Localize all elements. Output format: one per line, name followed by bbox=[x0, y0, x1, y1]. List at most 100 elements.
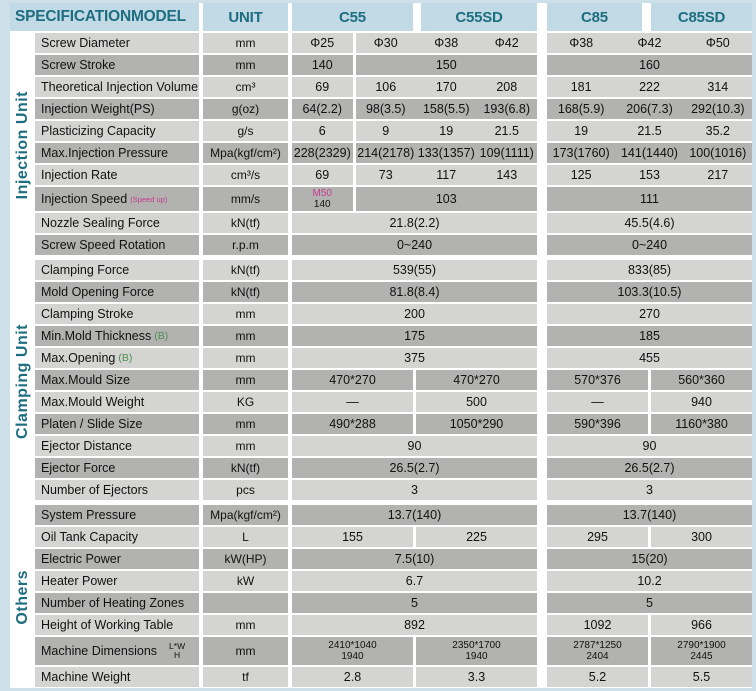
value-line: 1940 bbox=[465, 651, 488, 662]
row-label: Machine Dimensions L*W H bbox=[35, 637, 199, 665]
row-max-mould-size: Max.Mould Size mm 470*270 470*270 570*376 560… bbox=[35, 370, 752, 390]
unit-cell: kW(HP) bbox=[203, 549, 288, 569]
value-cell: 175 bbox=[292, 326, 537, 346]
row-electric-power: Electric Power kW(HP) 7.5(10) 15(20) bbox=[35, 549, 752, 569]
value-cell: 103.3(10.5) bbox=[547, 282, 752, 302]
value-cell: 225 bbox=[416, 527, 537, 547]
value-group-left: 228(2329) 214(2178) 133(1357) 109(1111) bbox=[292, 143, 537, 163]
unit-cell: mm bbox=[203, 370, 288, 390]
value-group-left: 2.8 3.3 bbox=[292, 667, 537, 687]
section-label-clamping-unit: Clamping Unit bbox=[13, 323, 31, 439]
value-line: 2790*1900 bbox=[677, 639, 726, 651]
value-group-right: 181 222 314 bbox=[547, 77, 752, 97]
row-label: Nozzle Sealing Force bbox=[35, 213, 199, 233]
value-cell: 69 bbox=[292, 165, 353, 185]
row-label-text: Max.Injection Pressure bbox=[41, 146, 169, 160]
value-cell: 0~240 bbox=[547, 235, 752, 255]
value-cell: 892 bbox=[292, 615, 537, 635]
row-label: Number of Heating Zones bbox=[35, 593, 199, 613]
value-line: 2410*1040 bbox=[328, 639, 377, 651]
value-group-right: Φ38 Φ42 Φ50 bbox=[547, 33, 752, 53]
row-label-text: Mold Opening Force bbox=[41, 285, 155, 299]
unit-cell bbox=[203, 593, 288, 613]
row-label: Injection Rate bbox=[35, 165, 199, 185]
unit-cell: mm bbox=[203, 326, 288, 346]
section-label-strip: Injection Unit bbox=[10, 33, 35, 257]
value-cell: 833(85) bbox=[547, 260, 752, 280]
row-label-text: Platen / Slide Size bbox=[41, 417, 143, 431]
value-group-right: 455 bbox=[547, 348, 752, 368]
value-cell: 3.3 bbox=[416, 667, 537, 687]
value-cell: 158(5.5) bbox=[416, 99, 477, 119]
unit-cell: kN(tf) bbox=[203, 260, 288, 280]
value-cell: 228(2329) bbox=[292, 143, 353, 163]
value-cell: 1050*290 bbox=[416, 414, 537, 434]
row-ejector-force: Ejector Force kN(tf) 26.5(2.7) 26.5(2.7) bbox=[35, 458, 752, 478]
row-label-text: Number of Ejectors bbox=[41, 483, 148, 497]
value-cell: 3 bbox=[547, 480, 752, 500]
row-label-suffix: (Speed up) bbox=[130, 194, 168, 204]
row-label: Clamping Force bbox=[35, 260, 199, 280]
row-label-text: Clamping Force bbox=[41, 263, 130, 277]
unit-cell: pcs bbox=[203, 480, 288, 500]
dimension-legend: L*W H bbox=[169, 642, 185, 660]
value-group-left: 13.7(140) bbox=[292, 505, 537, 525]
value-group-left: 175 bbox=[292, 326, 537, 346]
value-cell: 200 bbox=[292, 304, 537, 324]
value-cell: 1160*380 bbox=[651, 414, 752, 434]
row-label: Electric Power bbox=[35, 549, 199, 569]
row-height-of-working-table: Height of Working Table mm 892 1092 966 bbox=[35, 615, 752, 635]
row-label-text: Injection Rate bbox=[41, 168, 118, 182]
value-cell: M50 140 bbox=[292, 187, 353, 211]
unit-cell: mm/s bbox=[203, 187, 288, 211]
row-system-pressure: System Pressure Mpa(kgf/cm²) 13.7(140) 13.7… bbox=[35, 505, 752, 525]
value-cell: 490*288 bbox=[292, 414, 413, 434]
unit-cell: kW bbox=[203, 571, 288, 591]
row-label-text: Plasticizing Capacity bbox=[41, 124, 156, 138]
value-group-right: 111 bbox=[547, 187, 752, 211]
value-cell: 570*376 bbox=[547, 370, 648, 390]
value-cell: 6 bbox=[292, 121, 353, 141]
value-group-right: 26.5(2.7) bbox=[547, 458, 752, 478]
value-cell: Φ50 bbox=[683, 33, 752, 53]
value-group-left: 490*288 1050*290 bbox=[292, 414, 537, 434]
value-cell: 6.7 bbox=[292, 571, 537, 591]
value-cell: 19 bbox=[416, 121, 477, 141]
row-label: Max.Mould Weight bbox=[35, 392, 199, 412]
value-cell: — bbox=[547, 392, 648, 412]
value-group-left: 375 bbox=[292, 348, 537, 368]
value-cell: 2350*1700 1940 bbox=[416, 637, 537, 665]
value-cell: 111 bbox=[547, 187, 752, 211]
value-cell: 117 bbox=[416, 165, 477, 185]
section-rows: System Pressure Mpa(kgf/cm²) 13.7(140) 13.7… bbox=[35, 505, 752, 688]
value-cell: Φ25 bbox=[292, 33, 353, 53]
value-group-left: 539(55) bbox=[292, 260, 537, 280]
unit-cell: g/s bbox=[203, 121, 288, 141]
unit-cell: cm³ bbox=[203, 77, 288, 97]
row-number-of-heating-zones: Number of Heating Zones 5 5 bbox=[35, 593, 752, 613]
row-label-text: Screw Speed Rotation bbox=[41, 238, 166, 252]
row-label: Heater Power bbox=[35, 571, 199, 591]
value-cell: 222 bbox=[615, 77, 684, 97]
row-label: System Pressure bbox=[35, 505, 199, 525]
value-cell: 19 bbox=[547, 121, 616, 141]
value-line: 2787*1250 bbox=[573, 639, 622, 651]
value-group-right: 295 300 bbox=[547, 527, 752, 547]
value-cell: 153 bbox=[615, 165, 684, 185]
value-cell: 15(20) bbox=[547, 549, 752, 569]
section-label-others: Others bbox=[13, 569, 31, 625]
row-label: Screw Stroke bbox=[35, 55, 199, 75]
row-label: Plasticizing Capacity bbox=[35, 121, 199, 141]
value-cell: 98(3.5) bbox=[355, 99, 416, 119]
row-label-text: Screw Stroke bbox=[41, 58, 116, 72]
value-group-left: M50 140 103 bbox=[292, 187, 537, 211]
value-cell: 560*360 bbox=[651, 370, 752, 390]
value-cell: 5.2 bbox=[547, 667, 648, 687]
row-oil-tank-capacity: Oil Tank Capacity L 155 225 295 300 bbox=[35, 527, 752, 547]
value-line: 140 bbox=[313, 199, 331, 210]
value-cell: 133(1357) bbox=[416, 143, 477, 163]
value-group-right: 5 bbox=[547, 593, 752, 613]
value-cell: 26.5(2.7) bbox=[292, 458, 537, 478]
